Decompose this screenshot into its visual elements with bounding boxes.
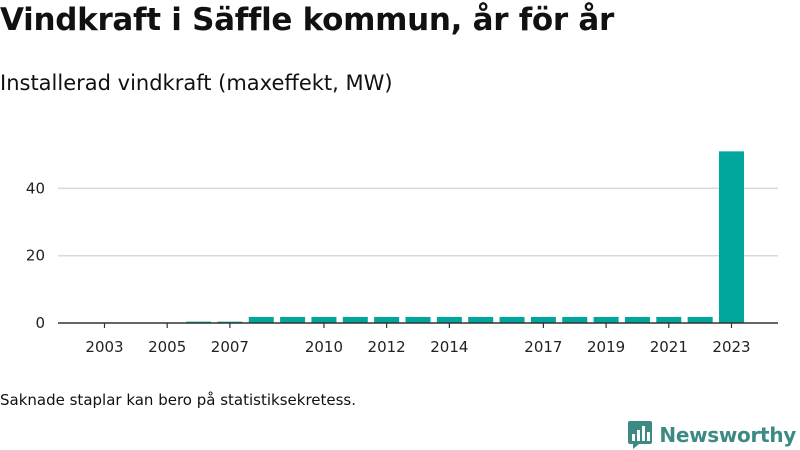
y-tick-label: 0 xyxy=(35,314,45,332)
bar xyxy=(248,316,274,323)
bar xyxy=(405,316,431,323)
footnote: Saknade staplar kan bero på statistiksek… xyxy=(0,391,357,409)
brand-logo: Newsworthy xyxy=(627,420,796,450)
bar xyxy=(593,316,619,323)
bar xyxy=(687,316,713,323)
newsworthy-logo-icon xyxy=(628,421,653,449)
bar xyxy=(624,316,650,323)
chart-title: Vindkraft i Säffle kommun, år för år xyxy=(0,2,614,38)
gridlines xyxy=(58,187,778,257)
y-axis-ticks: 0 20 40 xyxy=(26,179,45,332)
brand-name: Newsworthy xyxy=(659,423,796,447)
x-tick-label: 2014 xyxy=(430,338,468,356)
x-axis-ticks: 2003 2005 2007 2010 2012 2014 2017 2019 2021 2023 xyxy=(85,323,751,356)
bar xyxy=(436,316,462,323)
x-tick-label: 2017 xyxy=(524,338,562,356)
x-tick-label: 2021 xyxy=(650,338,688,356)
bar xyxy=(280,316,306,323)
y-tick-label: 20 xyxy=(26,247,45,265)
bar xyxy=(342,316,368,323)
x-tick-label: 2023 xyxy=(712,338,750,356)
x-tick-label: 2012 xyxy=(368,338,406,356)
bar xyxy=(374,316,400,323)
y-tick-label: 40 xyxy=(26,179,45,197)
bar xyxy=(719,151,744,323)
x-tick-label: 2005 xyxy=(148,338,186,356)
bars xyxy=(186,151,744,323)
bar xyxy=(468,316,494,323)
bar xyxy=(562,316,588,323)
bar xyxy=(656,316,682,323)
x-tick-label: 2003 xyxy=(85,338,123,356)
x-tick-label: 2010 xyxy=(305,338,343,356)
chart-subtitle: Installerad vindkraft (maxeffekt, MW) xyxy=(0,71,393,95)
bar xyxy=(499,316,525,323)
bar xyxy=(530,316,556,323)
x-tick-label: 2007 xyxy=(211,338,249,356)
x-tick-label: 2019 xyxy=(587,338,625,356)
bar xyxy=(311,316,337,323)
